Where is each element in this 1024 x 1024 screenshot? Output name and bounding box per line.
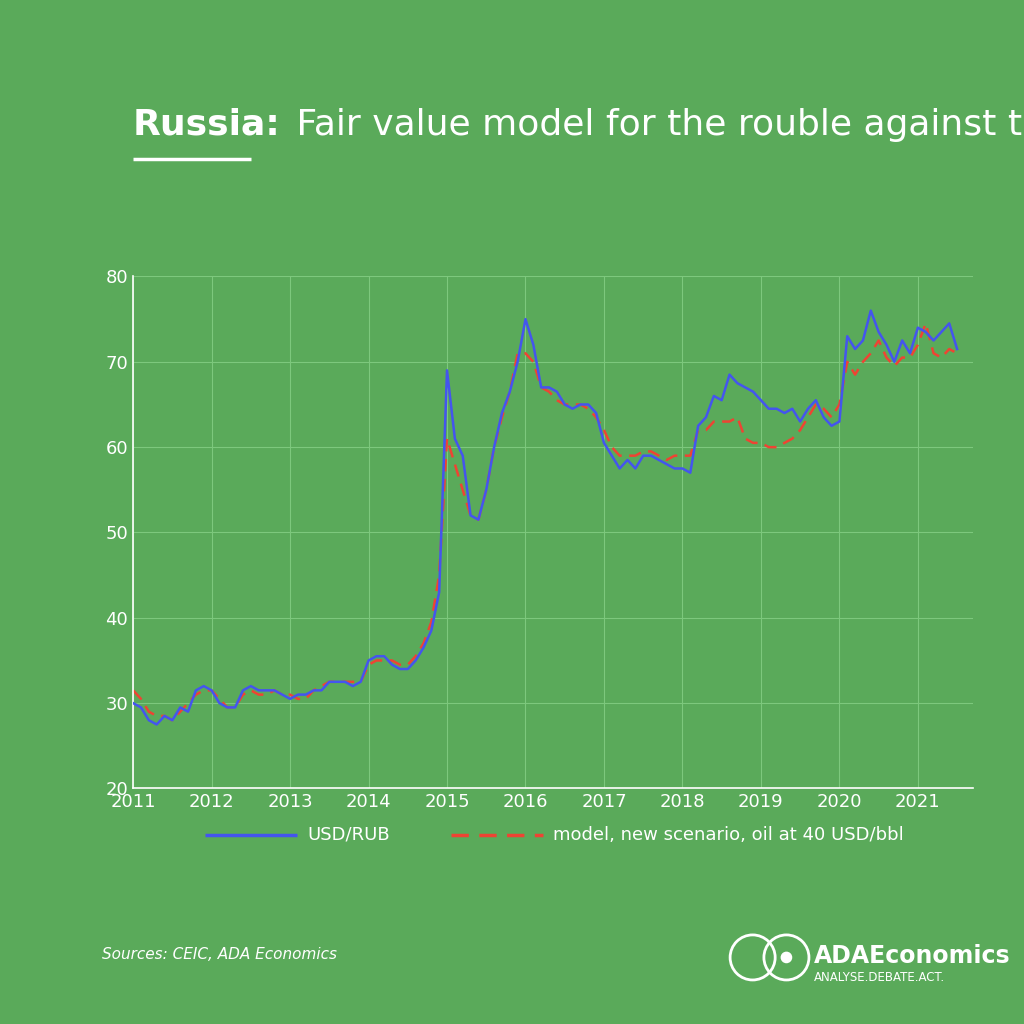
Text: ANALYSE.DEBATE.ACT.: ANALYSE.DEBATE.ACT. (814, 971, 945, 984)
Text: model, new scenario, oil at 40 USD/bbl: model, new scenario, oil at 40 USD/bbl (553, 825, 904, 844)
Text: Sources: CEIC, ADA Economics: Sources: CEIC, ADA Economics (102, 947, 337, 963)
Text: Russia:: Russia: (133, 108, 281, 141)
Text: Fair value model for the rouble against the USD: Fair value model for the rouble against … (285, 108, 1024, 141)
Text: ADAEconomics: ADAEconomics (814, 944, 1011, 968)
Text: USD/RUB: USD/RUB (307, 825, 390, 844)
